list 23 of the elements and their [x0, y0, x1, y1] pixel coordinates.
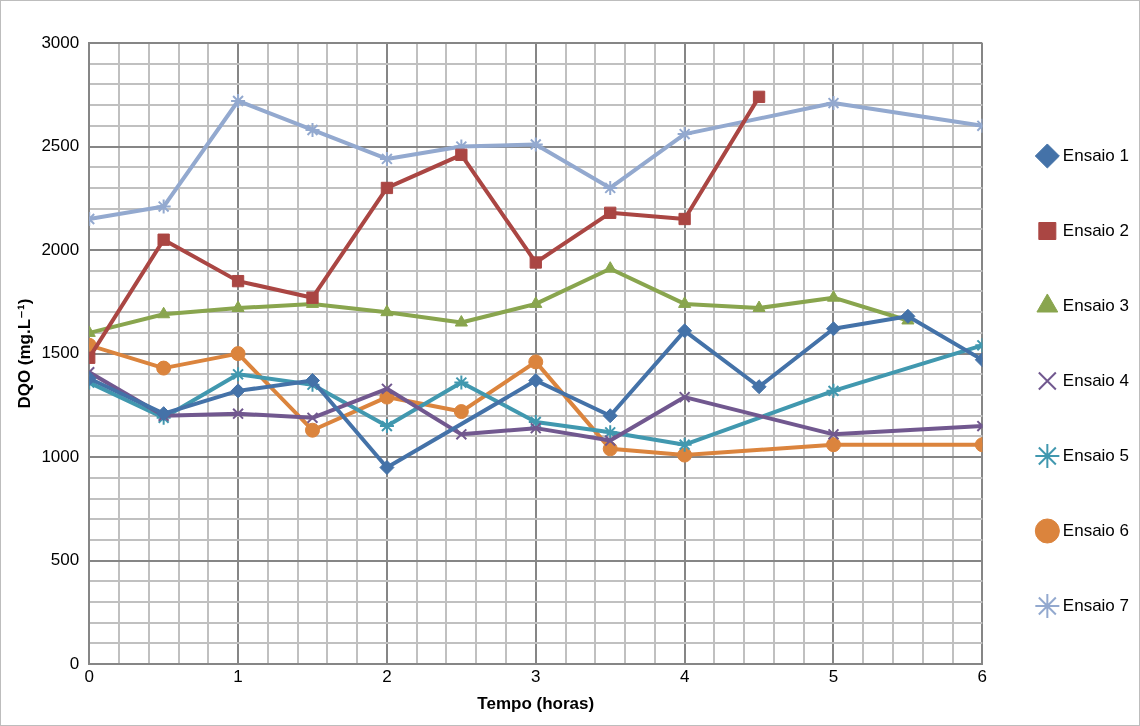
- legend-label: Ensaio 2: [1062, 220, 1130, 240]
- legend-label: Ensaio 6: [1062, 520, 1130, 540]
- x-tick-label: 1: [233, 667, 243, 687]
- x-tick-label: 3: [531, 667, 541, 687]
- legend-label: Ensaio 5: [1062, 445, 1130, 465]
- y-tick-label: 3000: [41, 32, 80, 52]
- x-axis-title: Tempo (horas): [477, 694, 595, 714]
- legend-label: Ensaio 1: [1062, 145, 1130, 165]
- legend-label: Ensaio 4: [1062, 370, 1130, 390]
- y-tick-label: 2500: [41, 136, 80, 156]
- x-tick-label: 2: [382, 667, 392, 687]
- y-tick-label: 1500: [41, 343, 80, 363]
- y-axis-title: DQO (mg.L⁻¹): [14, 298, 34, 409]
- x-tick-label: 6: [977, 667, 988, 687]
- y-tick-label: 500: [50, 550, 80, 570]
- y-tick-label: 1000: [41, 446, 80, 466]
- x-tick-label: 5: [828, 667, 839, 687]
- y-tick-label: 2000: [41, 239, 80, 259]
- legend-label: Ensaio 3: [1062, 295, 1130, 315]
- x-tick-label: 0: [84, 667, 94, 687]
- legend-label: Ensaio 7: [1062, 595, 1130, 615]
- y-tick-label: 0: [69, 653, 80, 673]
- x-tick-label: 4: [679, 667, 690, 687]
